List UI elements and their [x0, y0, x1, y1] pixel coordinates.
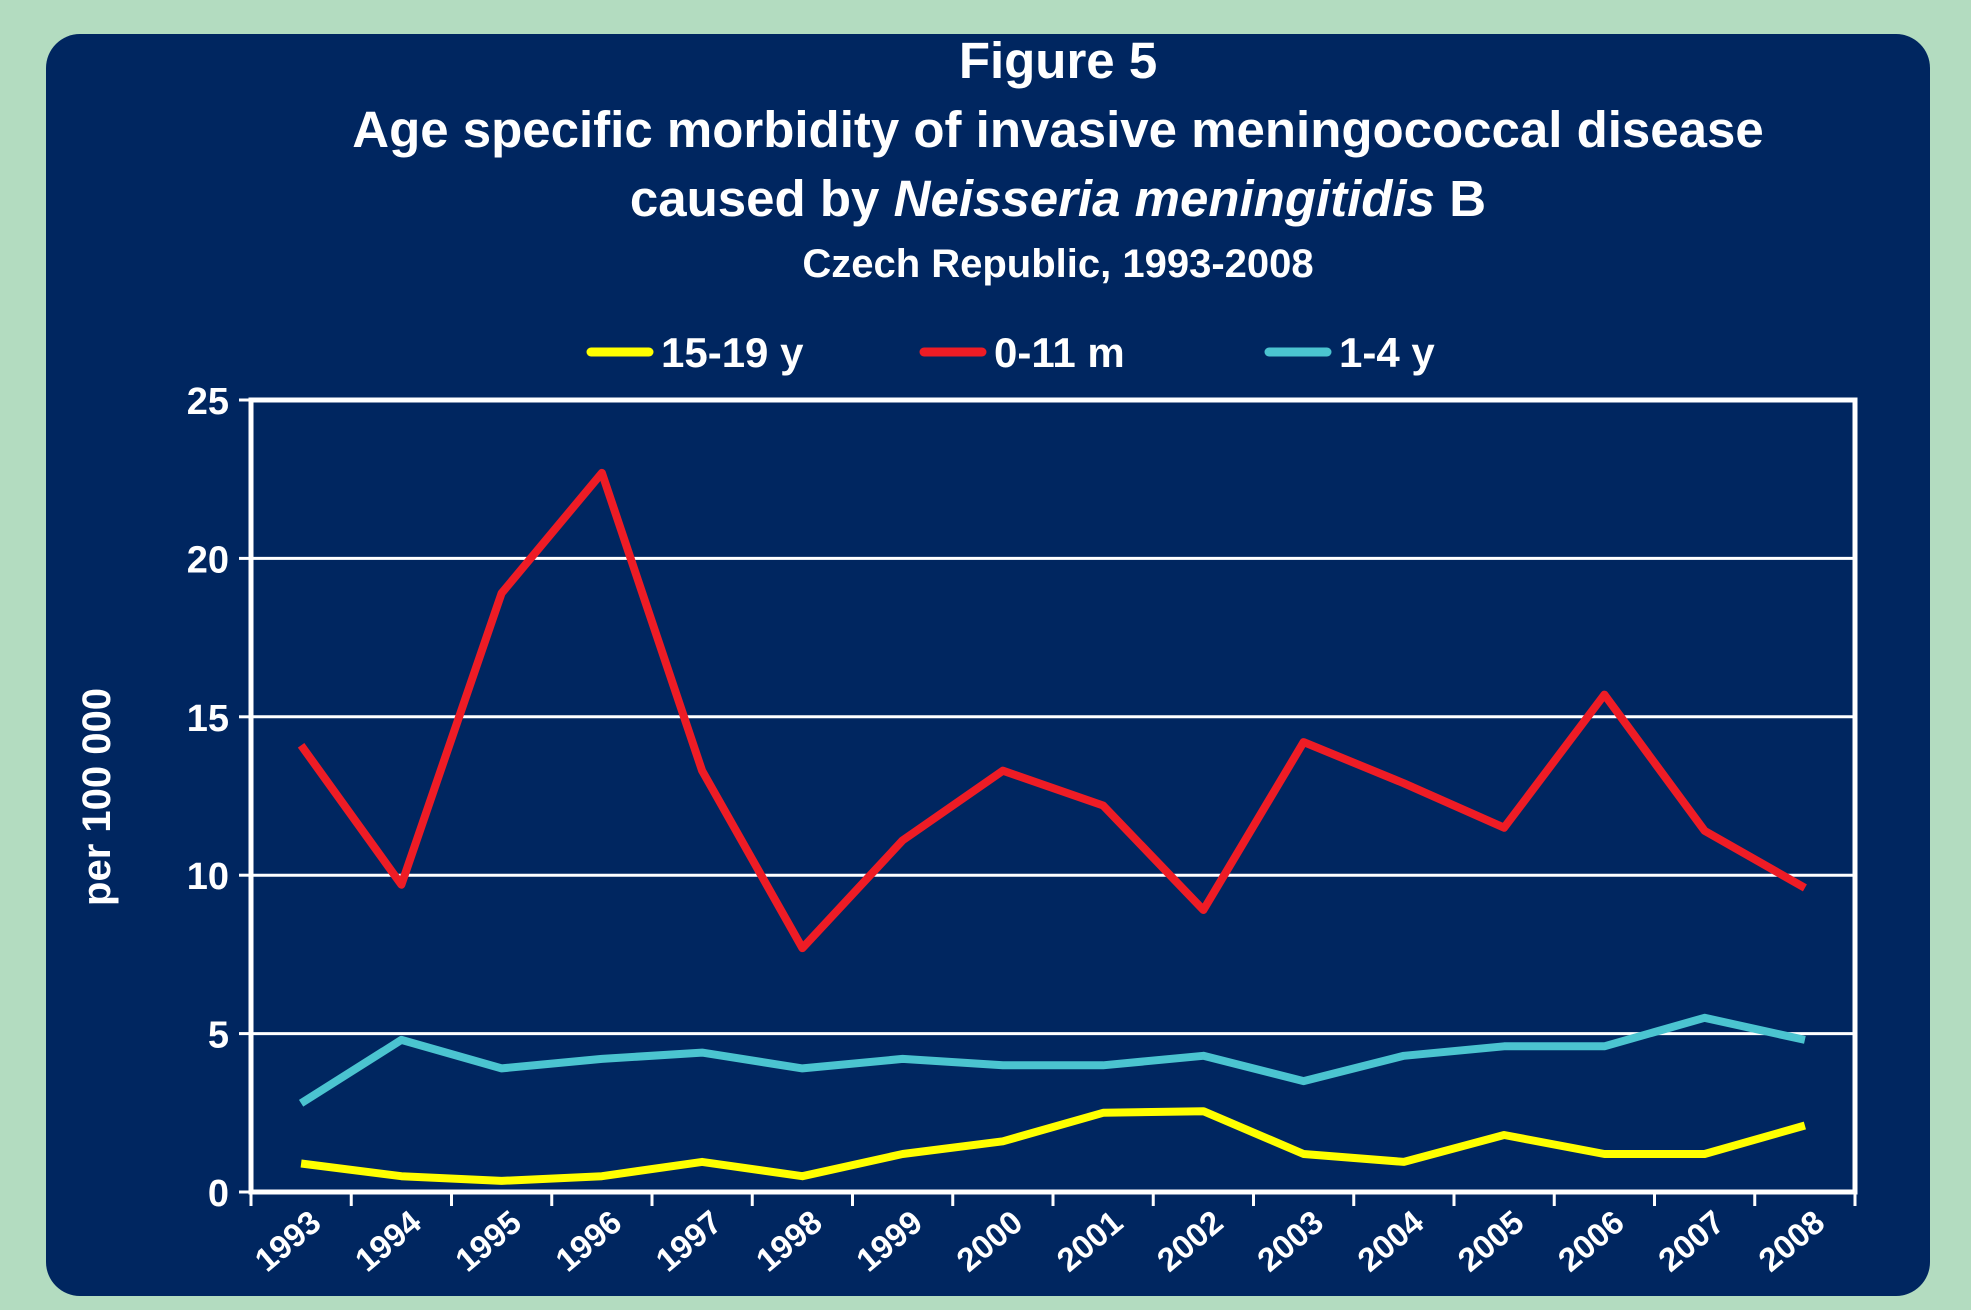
series-line [298, 1013, 1806, 1107]
y-tick-label: 25 [187, 381, 229, 423]
chart-title: Figure 5 [959, 32, 1157, 89]
y-tick-label: 5 [208, 1015, 229, 1057]
title-part: caused by [630, 170, 880, 227]
y-tick-label: 0 [208, 1173, 229, 1215]
title-part: Neisseria meningitidis [894, 170, 1435, 227]
legend-label: 0-11 m [994, 329, 1125, 376]
chart-title: Age specific morbidity of invasive menin… [352, 101, 1764, 158]
chart-title: caused by Neisseria meningitidis B [630, 170, 1486, 227]
series-line [300, 1107, 1806, 1185]
y-axis-label: per 100 000 [75, 688, 119, 906]
legend-label: 1-4 y [1339, 329, 1435, 376]
y-tick-label: 20 [187, 539, 229, 581]
y-tick-label: 10 [187, 856, 229, 898]
chart-subtitle: Czech Republic, 1993-2008 [802, 242, 1313, 286]
title-part: B [1449, 170, 1486, 227]
legend-label: 15-19 y [661, 329, 804, 376]
panel [46, 34, 1930, 1296]
y-tick-label: 15 [187, 698, 229, 740]
series-line [297, 468, 1807, 953]
